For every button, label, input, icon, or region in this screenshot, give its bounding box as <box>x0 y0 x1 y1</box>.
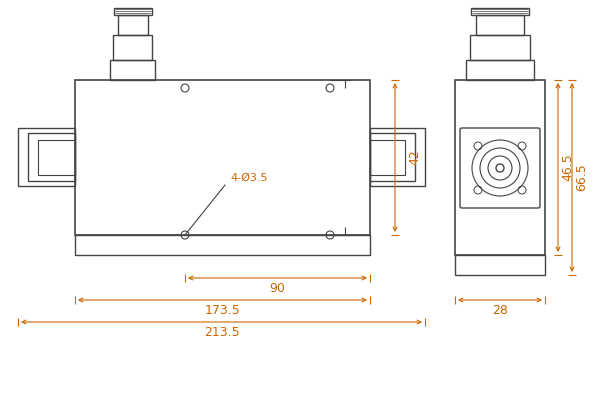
Bar <box>118 15 148 35</box>
Bar <box>370 140 405 175</box>
Bar <box>476 15 524 35</box>
Bar <box>110 60 155 80</box>
Bar <box>470 35 530 60</box>
Text: 173.5: 173.5 <box>205 304 241 318</box>
Text: 4-Ø3.5: 4-Ø3.5 <box>230 173 268 183</box>
Bar <box>455 80 545 255</box>
Bar <box>18 128 75 186</box>
Text: 42: 42 <box>409 150 421 165</box>
Bar <box>75 235 370 255</box>
Text: 66.5: 66.5 <box>575 164 589 191</box>
Bar <box>466 60 534 80</box>
Text: 213.5: 213.5 <box>203 326 239 340</box>
Bar <box>114 8 152 15</box>
Bar <box>75 80 370 235</box>
Bar <box>471 8 529 15</box>
Bar <box>113 35 152 60</box>
Bar <box>28 133 75 181</box>
Bar <box>455 255 545 275</box>
Text: 28: 28 <box>492 304 508 318</box>
Text: 46.5: 46.5 <box>562 154 575 181</box>
Bar <box>370 128 425 186</box>
Bar <box>38 140 75 175</box>
Bar <box>370 133 415 181</box>
Text: 90: 90 <box>269 282 286 296</box>
